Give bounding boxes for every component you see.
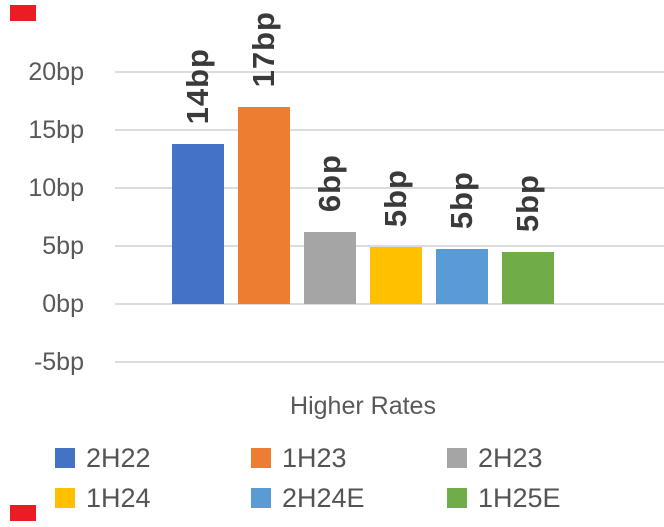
legend-item-2H24E: 2H24E: [251, 484, 365, 512]
legend-item-1H23: 1H23: [251, 444, 347, 472]
red-corner-mark-top-left: [10, 5, 36, 21]
legend-item-1H25E: 1H25E: [447, 484, 561, 512]
red-corner-mark-bottom-left: [10, 505, 36, 521]
legend-label: 1H23: [282, 443, 347, 473]
y-tick-label: 5bp: [42, 232, 84, 260]
bar-data-label-1H23: 17bp: [246, 10, 281, 87]
gridline-10bp: [115, 187, 664, 189]
bar-data-label-2H22: 14bp: [180, 47, 215, 124]
y-tick-label: -5bp: [33, 348, 84, 376]
y-tick-label: 20bp: [28, 58, 84, 86]
bar-1H23: [238, 107, 290, 304]
legend-swatch-icon: [55, 448, 75, 468]
gridline-20bp: [115, 71, 664, 73]
bar-1H25E: [502, 252, 554, 304]
legend-label: 2H23: [478, 443, 543, 473]
y-tick-label: 15bp: [28, 116, 84, 144]
gridline-5bp: [115, 245, 664, 247]
legend-label: 2H24E: [282, 483, 365, 513]
legend-label: 1H25E: [478, 483, 561, 513]
bar-data-label-1H24: 5bp: [378, 168, 413, 227]
gridline-0bp: [115, 303, 664, 305]
bar-data-label-2H23: 6bp: [312, 153, 347, 212]
legend-swatch-icon: [55, 488, 75, 508]
gridline-15bp: [115, 129, 664, 131]
bar-2H22: [172, 144, 224, 304]
gridline--5bp: [115, 361, 664, 363]
legend-swatch-icon: [447, 448, 467, 468]
legend-swatch-icon: [447, 488, 467, 508]
y-tick-label: 0bp: [42, 290, 84, 318]
y-tick-label: 10bp: [28, 174, 84, 202]
legend-label: 1H24: [86, 483, 151, 513]
bar-2H24E: [436, 249, 488, 304]
legend-label: 2H22: [86, 443, 151, 473]
legend-item-2H23: 2H23: [447, 444, 543, 472]
bar-data-label-2H24E: 5bp: [444, 170, 479, 229]
legend-swatch-icon: [251, 488, 271, 508]
bar-2H23: [304, 232, 356, 304]
x-axis-label: Higher Rates: [290, 392, 436, 420]
legend-item-1H24: 1H24: [55, 484, 151, 512]
bar-1H24: [370, 247, 422, 304]
legend-swatch-icon: [251, 448, 271, 468]
legend-item-2H22: 2H22: [55, 444, 151, 472]
bar-data-label-1H25E: 5bp: [510, 173, 545, 232]
